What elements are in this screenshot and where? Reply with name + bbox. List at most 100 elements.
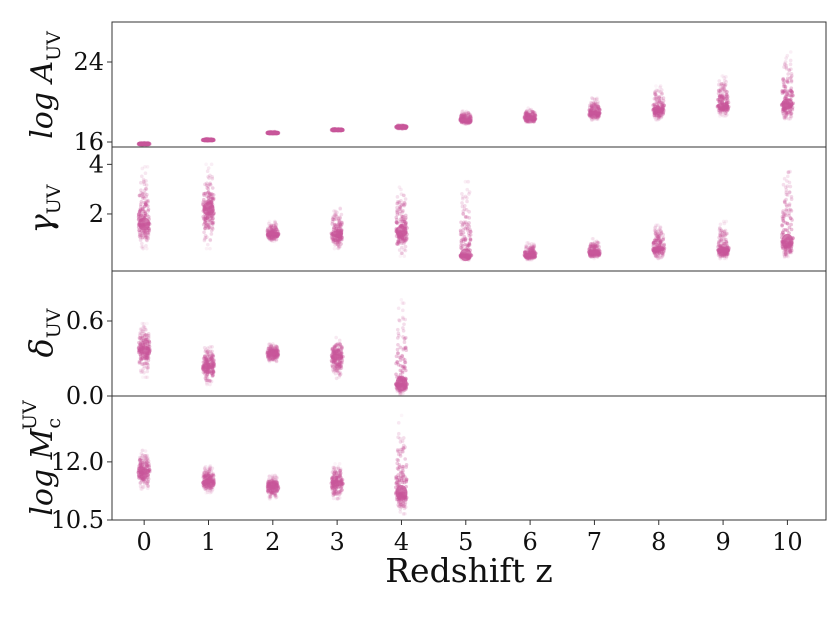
- sample-point: [399, 199, 403, 203]
- sample-point: [465, 215, 469, 219]
- ylabel-sub: UV: [43, 31, 65, 61]
- sample-point: [402, 254, 406, 258]
- sample-point: [141, 375, 145, 379]
- sample-point: [404, 345, 408, 349]
- sample-point: [396, 348, 400, 352]
- sample-point: [653, 226, 657, 230]
- sample-point: [467, 192, 471, 196]
- sample-point: [339, 237, 343, 241]
- sample-point: [402, 301, 406, 305]
- sample-point: [204, 465, 208, 469]
- sample-point: [207, 176, 211, 180]
- sample-point: [789, 67, 793, 71]
- median-core: [460, 119, 472, 122]
- sample-point: [332, 209, 336, 213]
- sample-point: [790, 197, 794, 201]
- sample-point: [590, 106, 594, 110]
- sample-point: [718, 228, 722, 232]
- sample-point: [338, 339, 342, 343]
- sample-point: [662, 243, 666, 247]
- column-z-2: [266, 220, 281, 243]
- points-delta-uv: [137, 298, 409, 397]
- y-axis-label-gamma-uv: γUV: [22, 184, 65, 233]
- sample-point: [397, 241, 401, 245]
- sample-point: [333, 213, 337, 217]
- sample-point: [139, 336, 143, 340]
- column-z-1: [201, 345, 216, 386]
- sample-point: [145, 187, 149, 191]
- sample-point: [401, 209, 405, 213]
- sample-point: [139, 181, 143, 185]
- sample-point: [725, 90, 729, 94]
- median-core: [653, 246, 665, 252]
- sample-point: [202, 230, 206, 234]
- sample-point: [275, 355, 279, 359]
- sample-point: [396, 361, 400, 365]
- sample-point: [147, 334, 151, 338]
- sample-point: [785, 79, 789, 83]
- sample-point: [790, 251, 794, 255]
- sample-point: [143, 326, 147, 330]
- column-z-7: [587, 237, 602, 260]
- sample-point: [783, 89, 787, 93]
- sample-point: [656, 89, 660, 93]
- ylabel-main: γ: [22, 213, 60, 233]
- sample-point: [789, 89, 793, 93]
- sample-point: [789, 208, 793, 212]
- median-core: [395, 126, 407, 129]
- column-z-0: [137, 448, 152, 490]
- sample-point: [462, 228, 466, 232]
- column-z-3: [330, 462, 345, 500]
- sample-point: [210, 350, 214, 354]
- sample-point: [138, 361, 142, 365]
- sample-point: [273, 358, 277, 362]
- sample-point: [465, 200, 469, 204]
- sample-point: [140, 449, 144, 453]
- sample-point: [396, 328, 400, 332]
- column-z-8: [651, 223, 666, 260]
- sample-point: [336, 349, 340, 353]
- sample-point: [725, 109, 729, 113]
- sample-point: [145, 481, 149, 485]
- column-z-0: [137, 165, 152, 250]
- sample-point: [210, 232, 214, 236]
- sample-point: [146, 165, 150, 169]
- sample-point: [207, 166, 211, 170]
- column-z-9: [716, 74, 731, 118]
- sample-point: [395, 216, 399, 220]
- sample-point: [144, 233, 148, 237]
- sample-point: [274, 496, 278, 500]
- panel-frame: [112, 271, 826, 396]
- sample-point: [784, 252, 788, 256]
- column-z-1: [201, 137, 216, 143]
- sample-point: [785, 179, 789, 183]
- sample-point: [396, 343, 400, 347]
- median-core: [138, 217, 150, 230]
- sample-point: [334, 369, 338, 373]
- sample-point: [724, 75, 728, 79]
- column-z-4: [394, 185, 408, 258]
- sample-point: [143, 362, 147, 366]
- sample-point: [340, 345, 344, 349]
- sample-point: [723, 79, 727, 83]
- column-z-3: [330, 127, 345, 133]
- sample-point: [275, 481, 279, 485]
- sample-point: [208, 247, 212, 251]
- column-z-5: [458, 109, 473, 126]
- y-ticks-gamma-uv: 42: [89, 150, 112, 228]
- sample-point: [208, 383, 212, 387]
- median-core: [781, 234, 793, 249]
- sample-point: [461, 238, 465, 242]
- sample-point: [402, 203, 406, 207]
- sample-point: [141, 236, 145, 240]
- panel-delta-uv: 0.60.0 δUV: [22, 271, 826, 410]
- ylabel-main: δ: [22, 338, 60, 357]
- sample-point: [397, 306, 401, 310]
- sample-point: [395, 209, 399, 213]
- sample-point: [205, 484, 209, 488]
- y-tick-label: 4: [89, 150, 104, 178]
- sample-point: [146, 209, 150, 213]
- ylabel-sub: UV: [43, 308, 65, 338]
- sample-point: [720, 113, 724, 117]
